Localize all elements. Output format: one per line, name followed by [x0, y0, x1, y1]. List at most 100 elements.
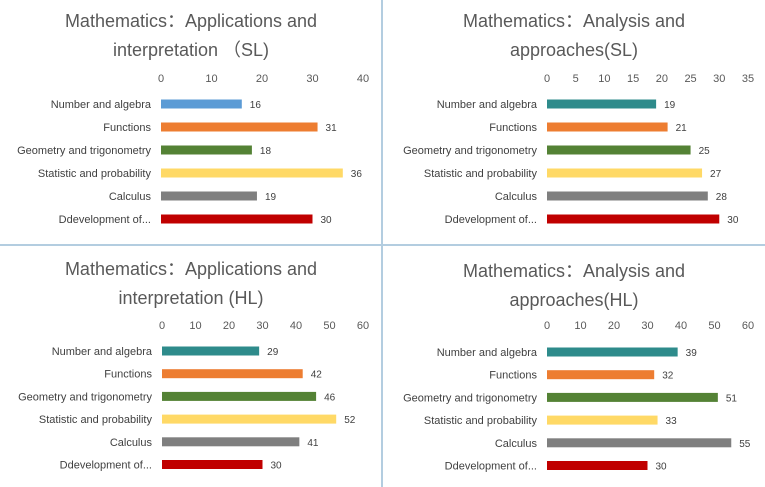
- chart-title-line-2: approaches(SL): [509, 40, 639, 60]
- category-label: Functions: [489, 122, 537, 134]
- data-label: 19: [265, 192, 277, 203]
- data-label: 51: [726, 393, 738, 404]
- x-tick-label: 30: [256, 320, 268, 332]
- bar: [547, 145, 691, 155]
- category-label: Geometry and trigonometry: [403, 392, 537, 404]
- x-tick-label: 0: [544, 320, 550, 332]
- category-label: Number and algebra: [51, 99, 152, 111]
- bar: [162, 414, 337, 424]
- bar: [162, 391, 317, 401]
- bar: [161, 145, 252, 155]
- x-tick-label: 10: [574, 320, 586, 332]
- x-tick-label: 20: [656, 73, 668, 85]
- x-tick-label: 60: [357, 320, 369, 332]
- category-label: Calculus: [495, 191, 538, 203]
- bar: [162, 369, 303, 379]
- chart-panel-hl-analysis: Mathematics：Analysis and approaches(HL) …: [383, 246, 765, 487]
- category-label: Functions: [489, 370, 537, 382]
- category-label: Calculus: [495, 438, 538, 450]
- category-label: Number and algebra: [52, 346, 153, 358]
- category-label: Calculus: [110, 437, 153, 449]
- data-label: 41: [307, 438, 319, 449]
- x-tick-label: 30: [306, 73, 318, 85]
- category-label: Calculus: [109, 191, 152, 203]
- vertical-divider: [381, 0, 383, 487]
- bar: [547, 122, 668, 132]
- category-label: Number and algebra: [437, 347, 538, 359]
- chart-panel-hl-applications: Mathematics：Applications and interpretat…: [0, 246, 382, 487]
- bar: [547, 461, 648, 470]
- x-tick-label: 35: [742, 73, 754, 85]
- bar: [547, 214, 720, 224]
- data-label: 30: [727, 215, 739, 226]
- x-tick-label: 40: [357, 73, 369, 85]
- data-label: 32: [662, 371, 674, 382]
- x-tick-label: 0: [159, 320, 165, 332]
- bar: [161, 168, 343, 178]
- data-label: 30: [321, 215, 333, 226]
- category-label: Ddevelopment of...: [445, 214, 537, 226]
- chart-title-line-2: interpretation (HL): [118, 288, 264, 308]
- bar: [161, 191, 257, 201]
- data-label: 25: [699, 146, 711, 157]
- bar: [161, 214, 313, 224]
- category-label: Geometry and trigonometry: [18, 391, 152, 403]
- bar-chart: 0 10 20 30 40 50 60 Number and algebra 39 Functio…: [403, 320, 754, 473]
- data-label: 21: [676, 123, 688, 134]
- chart-title-line-2: approaches(HL): [509, 290, 639, 310]
- bar: [162, 460, 263, 469]
- category-label: Functions: [103, 122, 151, 134]
- bar: [547, 370, 655, 380]
- data-label: 31: [326, 123, 338, 134]
- x-tick-label: 10: [598, 73, 610, 85]
- data-label: 30: [271, 461, 283, 472]
- category-label: Number and algebra: [437, 99, 538, 111]
- data-label: 46: [324, 392, 336, 403]
- x-tick-label: 10: [189, 320, 201, 332]
- data-label: 18: [260, 146, 272, 157]
- x-tick-label: 0: [158, 73, 164, 85]
- bar: [547, 99, 657, 109]
- category-label: Geometry and trigonometry: [17, 145, 151, 157]
- data-label: 19: [664, 100, 676, 111]
- data-label: 39: [686, 348, 698, 359]
- x-tick-label: 0: [544, 73, 550, 85]
- x-tick-label: 10: [205, 73, 217, 85]
- category-label: Statistic and probability: [424, 168, 538, 180]
- bar: [161, 122, 318, 132]
- chart-title-line-1: Mathematics：Analysis and: [462, 11, 686, 31]
- data-label: 16: [250, 100, 262, 111]
- bar: [161, 99, 242, 109]
- chart-title-line-1: Mathematics：Analysis and: [462, 261, 686, 281]
- x-tick-label: 30: [641, 320, 653, 332]
- category-label: Statistic and probability: [38, 168, 152, 180]
- x-tick-label: 40: [290, 320, 302, 332]
- bar: [547, 347, 678, 357]
- x-tick-label: 40: [675, 320, 687, 332]
- category-label: Ddevelopment of...: [59, 214, 151, 226]
- bar: [547, 415, 658, 425]
- category-label: Statistic and probability: [39, 414, 153, 426]
- bar-chart: 0 10 20 30 40 Number and algebra 16 Functions 31…: [17, 73, 369, 226]
- chart-title-line-2: interpretation （SL): [112, 40, 270, 60]
- chart-panel-sl-analysis: Mathematics：Analysis and approaches(SL) …: [383, 0, 765, 244]
- data-label: 36: [351, 169, 363, 180]
- data-label: 42: [311, 370, 323, 381]
- horizontal-divider: [0, 244, 765, 246]
- data-label: 30: [656, 462, 668, 473]
- bar: [547, 438, 732, 448]
- data-label: 52: [344, 415, 356, 426]
- bar: [547, 168, 703, 178]
- bar: [547, 191, 708, 201]
- category-label: Ddevelopment of...: [60, 460, 152, 472]
- x-tick-label: 30: [713, 73, 725, 85]
- bar: [162, 437, 300, 447]
- bar: [162, 346, 260, 356]
- data-label: 33: [666, 416, 678, 427]
- chart-title-line-1: Mathematics：Applications and: [64, 259, 318, 279]
- category-label: Statistic and probability: [424, 415, 538, 427]
- x-tick-label: 15: [627, 73, 639, 85]
- category-label: Geometry and trigonometry: [403, 145, 537, 157]
- bar: [547, 392, 718, 402]
- x-tick-label: 25: [684, 73, 696, 85]
